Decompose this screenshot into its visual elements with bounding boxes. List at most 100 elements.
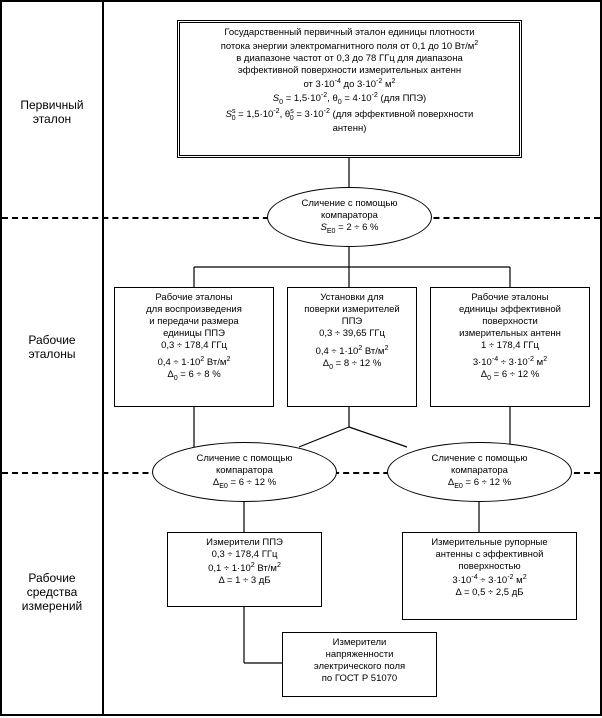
- text-line: Измерительные рупорные: [409, 537, 570, 549]
- text: (для ППЭ): [378, 93, 426, 104]
- exp: 2: [277, 561, 281, 569]
- text-line: Рабочие эталоны: [121, 292, 267, 304]
- text-line: 0,1 ÷ 1·102 Вт/м2: [174, 561, 315, 575]
- working-etalon-box-3: Рабочие эталоны единицы эффективной пове…: [430, 287, 590, 407]
- text: = 2 ÷ 6 %: [336, 222, 379, 233]
- text-line: от 3·10-4 до 3·10-2 м2: [186, 77, 513, 91]
- exp: 2: [543, 355, 547, 363]
- instrument-box-3: Измерители напряженности электрического …: [282, 632, 437, 697]
- text-line: 0,3 ÷ 178,4 ГГц: [121, 340, 267, 352]
- text: 3·10: [452, 575, 471, 586]
- text: Вт/м: [204, 358, 226, 369]
- text: = 8 ÷ 12 %: [333, 358, 381, 369]
- text-line: SE0 = 2 ÷ 6 %: [302, 222, 398, 236]
- text-line: компаратора: [302, 210, 398, 222]
- instrument-box-2: Измерительные рупорные антенны с эффекти…: [402, 532, 577, 620]
- text: от 3·10: [303, 79, 334, 90]
- working-etalon-box-1: Рабочие эталоны для воспроизведения и пе…: [114, 287, 274, 407]
- text: м: [514, 575, 523, 586]
- text-line: 0,4 ÷ 1·102 Вт/м2: [121, 355, 267, 369]
- text-line: Ss0 = 1,5·10-2, θs0 = 3·10-2 (для эффект…: [186, 107, 513, 123]
- text: , θ: [280, 109, 291, 120]
- text: = 1,5·10: [236, 109, 274, 120]
- text-line: 1 ÷ 178,4 ГГц: [437, 340, 583, 352]
- text: 0,4 ÷ 1·10: [316, 346, 359, 357]
- text-line: антенны с эффективной: [409, 549, 570, 561]
- sub: E0: [327, 227, 336, 235]
- text-line: поверки измерителей: [294, 304, 410, 316]
- text-line: Государственный первичный эталон единицы…: [186, 27, 513, 39]
- text-line: потока энергии электромагнитного поля от…: [186, 39, 513, 53]
- text-line: Рабочие эталоны: [437, 292, 583, 304]
- sub: E0: [454, 482, 463, 490]
- text-line: для воспроизведения: [121, 304, 267, 316]
- text-line: Сличение с помощью: [197, 453, 293, 465]
- exp: 2: [226, 355, 230, 363]
- text-line: 0,3 ÷ 178,4 ГГц: [174, 549, 315, 561]
- text: 3·10: [473, 358, 492, 369]
- text-line: Сличение с помощью: [302, 198, 398, 210]
- text-line: Установки для: [294, 292, 410, 304]
- text: Вт/м: [362, 346, 384, 357]
- text-line: и передачи размера: [121, 316, 267, 328]
- text-line: в диапазоне частот от 0,3 до 78 ГГц для …: [186, 53, 513, 65]
- text-line: Измерители: [289, 637, 430, 649]
- text-line: 3·10-4 ÷ 3·10-2 м2: [437, 355, 583, 369]
- instrument-box-1: Измерители ППЭ 0,3 ÷ 178,4 ГГц 0,1 ÷ 1·1…: [167, 532, 322, 607]
- exp: 2: [474, 39, 478, 47]
- exp: 2: [392, 77, 396, 85]
- text: , θ: [327, 93, 338, 104]
- text: 0,4 ÷ 1·10: [158, 358, 201, 369]
- text: м: [534, 358, 543, 369]
- primary-etalon-box: Государственный первичный эталон единицы…: [177, 20, 522, 158]
- text-line: 0,3 ÷ 39,65 ГГц: [294, 328, 410, 340]
- text-line: Δ0 = 6 ÷ 8 %: [121, 369, 267, 383]
- text-line: ΔE0 = 6 ÷ 12 %: [197, 477, 293, 491]
- text: = 1,5·10: [283, 93, 321, 104]
- text: до 3·10: [341, 79, 376, 90]
- text-line: измерительных антенн: [437, 328, 583, 340]
- text-line: Δ = 0,5 ÷ 2,5 дБ: [409, 587, 570, 599]
- exp: 2: [523, 573, 527, 581]
- text: = 6 ÷ 12 %: [491, 369, 539, 380]
- text-line: 3·10-4 ÷ 3·10-2 м2: [409, 573, 570, 587]
- comparator-ellipse-1: Сличение с помощью компаратора SE0 = 2 ÷…: [267, 187, 432, 247]
- comparator-ellipse-2: Сличение с помощью компаратора ΔE0 = 6 ÷…: [152, 442, 337, 502]
- text: = 3·10: [294, 109, 324, 120]
- comparator-ellipse-3: Сличение с помощью компаратора ΔE0 = 6 ÷…: [387, 442, 572, 502]
- text: ÷ 3·10: [478, 575, 508, 586]
- text-line: единицы эффективной: [437, 304, 583, 316]
- text-line: ΔE0 = 6 ÷ 12 %: [432, 477, 528, 491]
- text-line: 0,4 ÷ 1·102 Вт/м2: [294, 344, 410, 358]
- text-line: компаратора: [432, 465, 528, 477]
- text: = 6 ÷ 12 %: [228, 477, 276, 488]
- text-line: электрического поля: [289, 661, 430, 673]
- working-etalon-box-2: Установки для поверки измерителей ППЭ 0,…: [287, 287, 417, 407]
- text-line: антенн): [186, 123, 513, 135]
- text: ÷ 3·10: [498, 358, 528, 369]
- text: м: [382, 79, 391, 90]
- text: = 4·10: [342, 93, 372, 104]
- text: Вт/м: [255, 563, 277, 574]
- text-line: эффективной поверхности измерительных ан…: [186, 65, 513, 77]
- text-line: Сличение с помощью: [432, 453, 528, 465]
- text-line: по ГОСТ Р 51070: [289, 673, 430, 685]
- text-line: Δ = 1 ÷ 3 дБ: [174, 575, 315, 587]
- sub: E0: [219, 482, 228, 490]
- text-line: S0 = 1,5·10-2, θ0 = 4·10-2 (для ППЭ): [186, 91, 513, 107]
- text-line: Δ0 = 6 ÷ 12 %: [437, 369, 583, 383]
- diagram-page: Первичныйэталон Рабочиеэталоны Рабочиеср…: [0, 0, 602, 716]
- text: = 6 ÷ 8 %: [178, 369, 221, 380]
- text: потока энергии электромагнитного поля от…: [221, 41, 475, 52]
- text: = 6 ÷ 12 %: [463, 477, 511, 488]
- exp: 2: [384, 344, 388, 352]
- text-line: напряженности: [289, 649, 430, 661]
- text-line: поверхности: [437, 316, 583, 328]
- text-line: ППЭ: [294, 316, 410, 328]
- text-line: поверхностью: [409, 561, 570, 573]
- text-line: Δ0 = 8 ÷ 12 %: [294, 358, 410, 372]
- text: (для эффективной поверхности: [330, 109, 473, 120]
- text-line: компаратора: [197, 465, 293, 477]
- text-line: Измерители ППЭ: [174, 537, 315, 549]
- text: 0,1 ÷ 1·10: [208, 563, 251, 574]
